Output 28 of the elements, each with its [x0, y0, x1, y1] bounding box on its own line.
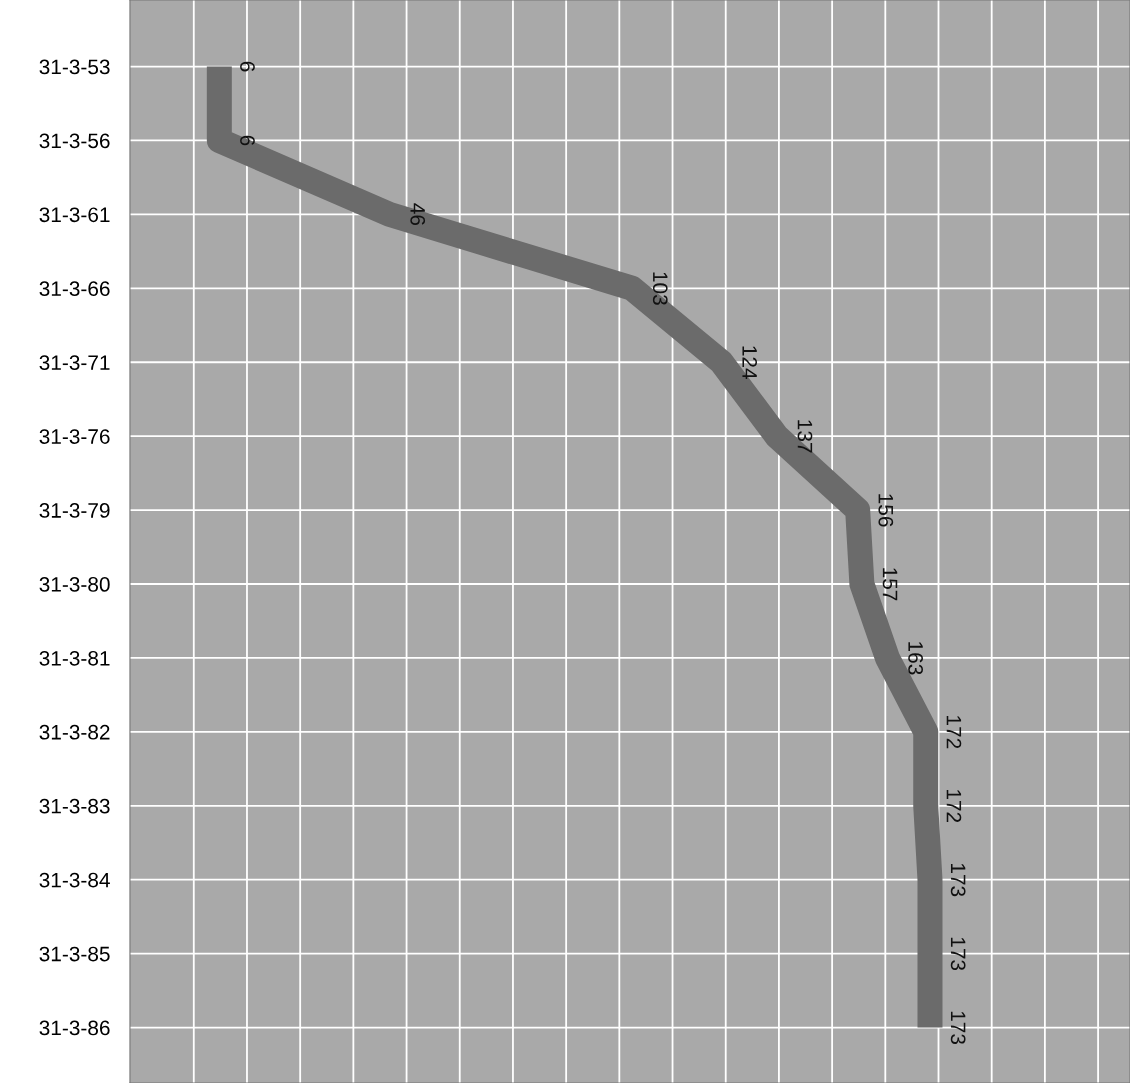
y-tick-label: 31-3-86 [39, 1020, 110, 1036]
data-label: 157 [882, 568, 898, 601]
data-label: 137 [797, 420, 813, 453]
y-tick-label: 31-3-82 [39, 724, 110, 740]
y-tick-label: 31-3-79 [39, 503, 110, 518]
data-label: 163 [908, 642, 923, 675]
y-tick-label: 31-3-80 [39, 577, 110, 592]
y-tick-label: 31-3-83 [39, 798, 110, 814]
data-label: 6 [240, 61, 255, 72]
y-tick-label: 31-3-53 [39, 59, 110, 75]
data-label: 173 [950, 1011, 966, 1045]
data-label: 46 [410, 203, 426, 226]
data-label: 124 [742, 346, 758, 379]
y-tick-label: 31-3-61 [39, 207, 110, 223]
data-label: 156 [878, 494, 894, 527]
data-label: 172 [946, 789, 962, 823]
y-tick-label: 31-3-85 [39, 946, 110, 962]
y-tick-label: 31-3-56 [39, 133, 110, 149]
data-label: 173 [950, 863, 966, 897]
data-label: 103 [652, 272, 668, 305]
y-tick-label: 31-3-76 [39, 429, 110, 444]
y-tick-label: 31-3-66 [39, 281, 110, 297]
data-label: 173 [950, 937, 966, 971]
y-tick-label: 31-3-71 [39, 355, 110, 370]
data-label: 6 [240, 135, 255, 146]
y-tick-label: 31-3-81 [39, 650, 110, 666]
data-label: 172 [946, 716, 962, 749]
y-tick-label: 31-3-84 [39, 872, 110, 888]
